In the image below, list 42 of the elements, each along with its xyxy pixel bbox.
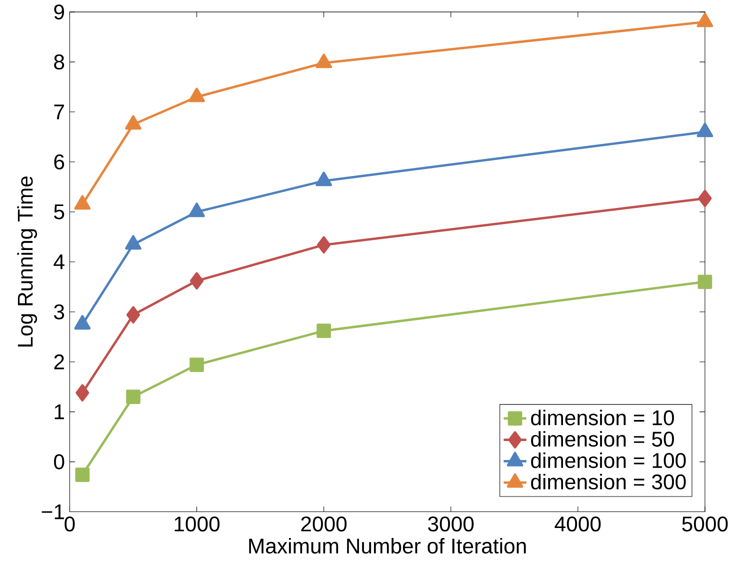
point xyxy=(316,172,332,186)
point xyxy=(696,12,714,28)
x-tick-label: 4000 xyxy=(554,516,601,532)
y-tick-label: 9 xyxy=(54,4,64,20)
point xyxy=(126,390,140,404)
y-tick-label: 8 xyxy=(54,54,64,70)
point xyxy=(125,115,142,130)
y-tick-label: 7 xyxy=(54,104,64,120)
point xyxy=(190,358,204,372)
x-tick-label: 2000 xyxy=(301,516,347,532)
point xyxy=(188,88,205,102)
point xyxy=(76,384,90,402)
y-tick-label: 1 xyxy=(54,404,64,420)
point xyxy=(126,306,140,324)
legend-label: dimension = 300 xyxy=(531,474,686,490)
point xyxy=(190,272,204,290)
x-tick-label: 3000 xyxy=(428,516,474,532)
y-tick-label: 0 xyxy=(54,454,64,470)
x-tick-label: 1000 xyxy=(174,516,220,532)
legend-label: dimension = 10 xyxy=(531,410,674,426)
y-tick-label: 3 xyxy=(54,304,64,320)
x-axis-title: Maximum Number of Iteration xyxy=(249,538,526,554)
point xyxy=(74,195,91,210)
y-tick-label: 4 xyxy=(54,254,64,270)
point xyxy=(75,468,90,482)
y-tick-label: 5 xyxy=(54,204,64,220)
y-tick-label: 2 xyxy=(54,354,64,370)
x-tick-label: 0 xyxy=(64,516,75,532)
point xyxy=(696,122,714,138)
point xyxy=(317,236,331,254)
y-axis-title: Log Running Time xyxy=(17,176,37,347)
legend-label: dimension = 50 xyxy=(531,431,674,447)
point xyxy=(188,202,205,218)
x-tick-label: 5000 xyxy=(682,516,728,532)
y-tick-label: −1 xyxy=(42,504,64,520)
point xyxy=(125,235,142,250)
point xyxy=(698,190,712,208)
legend-label: dimension = 100 xyxy=(531,452,686,468)
point xyxy=(316,54,332,68)
point xyxy=(316,324,331,338)
point xyxy=(698,274,712,290)
y-tick-label: 6 xyxy=(54,154,64,170)
